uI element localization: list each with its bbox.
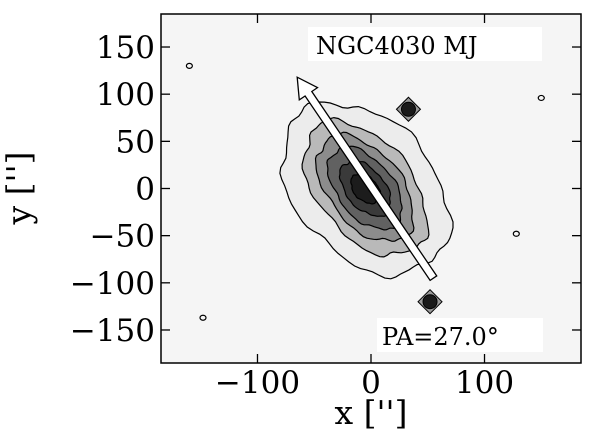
x-tick-label: −100 — [215, 365, 300, 401]
noise-contour-1 — [185, 62, 193, 69]
object-label-box — [308, 27, 542, 61]
x-axis-label: x [''] — [335, 393, 408, 432]
pa-arrow-layer — [296, 76, 438, 282]
pa-label: PA=27.0° — [382, 323, 499, 351]
axis-ticks: −100 0 100 150 100 50 0 −50 −100 −150 — [70, 14, 581, 401]
y-tick-label: 150 — [96, 30, 155, 66]
object-label: NGC4030 MJ — [316, 32, 477, 60]
point-source-2 — [422, 294, 438, 310]
y-tick-label: −150 — [70, 313, 155, 349]
y-tick-label: −50 — [90, 219, 155, 255]
y-tick-label: −100 — [70, 266, 155, 302]
noise-contour-2 — [537, 94, 545, 102]
y-tick-label: 0 — [135, 172, 155, 208]
y-axis-label: y [''] — [0, 151, 38, 225]
point-source-1 — [400, 101, 416, 117]
x-tick-label: 100 — [455, 365, 514, 401]
point-sources — [185, 62, 545, 321]
position-angle-arrow — [296, 76, 438, 282]
x-tick-label: 0 — [361, 365, 381, 401]
y-tick-label: 50 — [116, 124, 155, 160]
y-tick-label: 100 — [96, 77, 155, 113]
pa-label-box — [377, 318, 543, 352]
noise-contour-3 — [199, 314, 207, 321]
noise-contour-4 — [512, 230, 520, 237]
